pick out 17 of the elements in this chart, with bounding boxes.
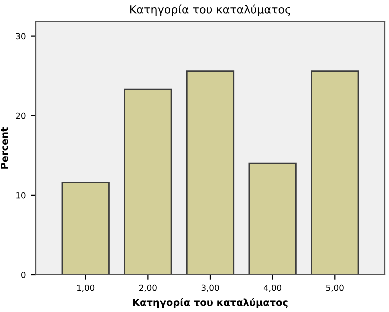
x-tick-label: 1,00 — [77, 284, 95, 292]
x-tick-label: 2,00 — [140, 284, 157, 292]
x-axis-title: Κατηγορία του καταλύματος — [133, 298, 288, 308]
bar — [186, 70, 235, 275]
x-tick-label: 5,00 — [326, 284, 344, 292]
y-tick-label: 10 — [16, 192, 26, 199]
bar — [62, 182, 110, 275]
bar — [124, 88, 172, 275]
chart-title: Κατηγορία του καταλύματος — [130, 4, 290, 16]
y-tick-label: 30 — [16, 33, 26, 40]
bar — [311, 70, 360, 275]
y-axis-title: Percent — [1, 128, 8, 169]
bar — [248, 162, 297, 275]
x-tick-label: 4,00 — [264, 284, 282, 292]
y-tick-label: 20 — [16, 112, 26, 120]
y-tick-label: 0 — [22, 272, 26, 278]
x-tick-label: 3,00 — [202, 284, 220, 292]
